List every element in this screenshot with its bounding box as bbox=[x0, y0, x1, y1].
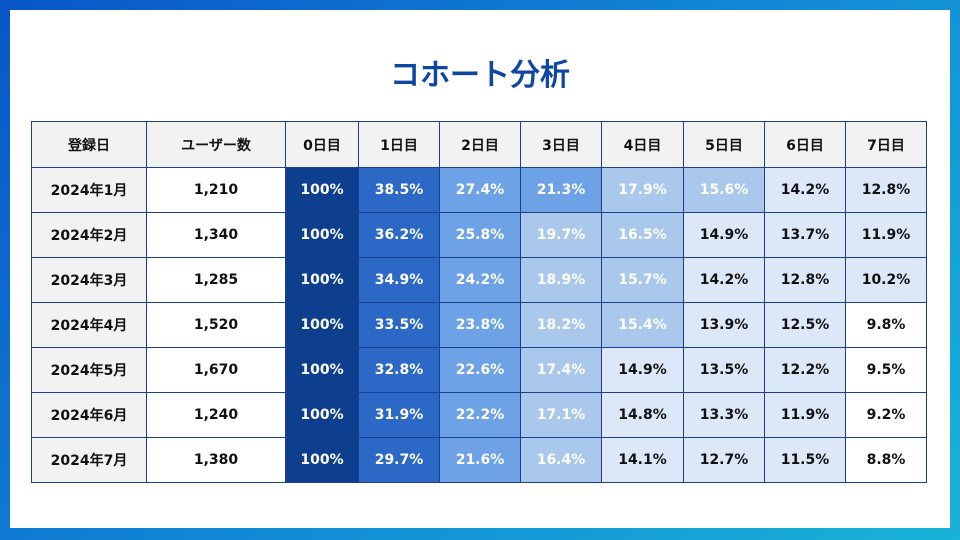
retention-cell: 14.2% bbox=[764, 167, 846, 213]
retention-cell: 12.8% bbox=[764, 257, 846, 303]
cohort-table: 登録日 ユーザー数 0日目 1日目 2日目 3日目 4日目 5日目 6日目 7日目 2024年1月… bbox=[31, 121, 927, 483]
retention-cell: 100% bbox=[285, 257, 359, 303]
retention-cell: 14.2% bbox=[683, 257, 765, 303]
retention-cell: 17.1% bbox=[520, 392, 602, 438]
retention-cell: 22.2% bbox=[439, 392, 521, 438]
retention-cell: 13.7% bbox=[764, 212, 846, 258]
column-header: ユーザー数 bbox=[146, 121, 286, 168]
retention-cell: 21.6% bbox=[439, 437, 521, 483]
retention-cell: 13.9% bbox=[683, 302, 765, 348]
retention-cell: 31.9% bbox=[358, 392, 440, 438]
table-row: 2024年1月 1,210 100% 38.5% 27.4% 21.3% 17.9% 15.6… bbox=[31, 167, 927, 213]
user-count: 1,340 bbox=[146, 212, 286, 258]
retention-cell: 17.9% bbox=[601, 167, 684, 213]
retention-cell: 14.1% bbox=[601, 437, 684, 483]
retention-cell: 15.6% bbox=[683, 167, 765, 213]
retention-cell: 11.9% bbox=[764, 392, 846, 438]
retention-cell: 9.2% bbox=[845, 392, 927, 438]
retention-cell: 10.2% bbox=[845, 257, 927, 303]
retention-cell: 32.8% bbox=[358, 347, 440, 393]
retention-cell: 16.4% bbox=[520, 437, 602, 483]
retention-cell: 18.2% bbox=[520, 302, 602, 348]
retention-cell: 29.7% bbox=[358, 437, 440, 483]
cohort-label: 2024年6月 bbox=[31, 392, 147, 438]
retention-cell: 9.8% bbox=[845, 302, 927, 348]
table-row: 2024年5月 1,670 100% 32.8% 22.6% 17.4% 14.9% 13.5… bbox=[31, 347, 927, 393]
retention-cell: 19.7% bbox=[520, 212, 602, 258]
retention-cell: 18.9% bbox=[520, 257, 602, 303]
retention-cell: 100% bbox=[285, 392, 359, 438]
table-row: 2024年2月 1,340 100% 36.2% 25.8% 19.7% 16.5% 14.9… bbox=[31, 212, 927, 258]
column-header: 4日目 bbox=[601, 121, 684, 168]
retention-cell: 11.9% bbox=[845, 212, 927, 258]
retention-cell: 12.2% bbox=[764, 347, 846, 393]
column-header: 1日目 bbox=[358, 121, 440, 168]
retention-cell: 100% bbox=[285, 347, 359, 393]
retention-cell: 15.7% bbox=[601, 257, 684, 303]
cohort-label: 2024年5月 bbox=[31, 347, 147, 393]
retention-cell: 21.3% bbox=[520, 167, 602, 213]
retention-cell: 34.9% bbox=[358, 257, 440, 303]
retention-cell: 15.4% bbox=[601, 302, 684, 348]
slide-card: コホート分析 登録日 ユーザー数 0日目 1日目 2日目 3日目 4日目 5日目 6日目 7日目 … bbox=[10, 10, 950, 528]
user-count: 1,210 bbox=[146, 167, 286, 213]
cohort-label: 2024年4月 bbox=[31, 302, 147, 348]
retention-cell: 14.9% bbox=[683, 212, 765, 258]
cohort-label: 2024年2月 bbox=[31, 212, 147, 258]
page-title: コホート分析 bbox=[390, 58, 570, 93]
retention-cell: 22.6% bbox=[439, 347, 521, 393]
retention-cell: 23.8% bbox=[439, 302, 521, 348]
cohort-label: 2024年1月 bbox=[31, 167, 147, 213]
user-count: 1,240 bbox=[146, 392, 286, 438]
table-row: 2024年6月 1,240 100% 31.9% 22.2% 17.1% 14.8% 13.3… bbox=[31, 392, 927, 438]
retention-cell: 12.7% bbox=[683, 437, 765, 483]
user-count: 1,285 bbox=[146, 257, 286, 303]
retention-cell: 33.5% bbox=[358, 302, 440, 348]
retention-cell: 11.5% bbox=[764, 437, 846, 483]
table-row: 2024年4月 1,520 100% 33.5% 23.8% 18.2% 15.4% 13.9… bbox=[31, 302, 927, 348]
retention-cell: 24.2% bbox=[439, 257, 521, 303]
retention-cell: 16.5% bbox=[601, 212, 684, 258]
retention-cell: 13.3% bbox=[683, 392, 765, 438]
column-header: 7日目 bbox=[845, 121, 927, 168]
retention-cell: 12.5% bbox=[764, 302, 846, 348]
user-count: 1,670 bbox=[146, 347, 286, 393]
retention-cell: 14.9% bbox=[601, 347, 684, 393]
retention-cell: 17.4% bbox=[520, 347, 602, 393]
retention-cell: 100% bbox=[285, 437, 359, 483]
table-row: 2024年3月 1,285 100% 34.9% 24.2% 18.9% 15.7% 14.2… bbox=[31, 257, 927, 303]
retention-cell: 25.8% bbox=[439, 212, 521, 258]
retention-cell: 12.8% bbox=[845, 167, 927, 213]
retention-cell: 100% bbox=[285, 212, 359, 258]
retention-cell: 9.5% bbox=[845, 347, 927, 393]
column-header: 2日目 bbox=[439, 121, 521, 168]
column-header: 登録日 bbox=[31, 121, 147, 168]
table-body: 2024年1月 1,210 100% 38.5% 27.4% 21.3% 17.9% 15.6… bbox=[31, 167, 927, 483]
column-header: 6日目 bbox=[764, 121, 846, 168]
retention-cell: 100% bbox=[285, 167, 359, 213]
column-header: 0日目 bbox=[285, 121, 359, 168]
retention-cell: 27.4% bbox=[439, 167, 521, 213]
retention-cell: 36.2% bbox=[358, 212, 440, 258]
cohort-label: 2024年7月 bbox=[31, 437, 147, 483]
retention-cell: 8.8% bbox=[845, 437, 927, 483]
user-count: 1,520 bbox=[146, 302, 286, 348]
column-header: 5日目 bbox=[683, 121, 765, 168]
column-header: 3日目 bbox=[520, 121, 602, 168]
retention-cell: 13.5% bbox=[683, 347, 765, 393]
retention-cell: 100% bbox=[285, 302, 359, 348]
table-row: 2024年7月 1,380 100% 29.7% 21.6% 16.4% 14.1% 12.7… bbox=[31, 437, 927, 483]
header-row: 登録日 ユーザー数 0日目 1日目 2日目 3日目 4日目 5日目 6日目 7日目 bbox=[31, 121, 927, 168]
cohort-label: 2024年3月 bbox=[31, 257, 147, 303]
user-count: 1,380 bbox=[146, 437, 286, 483]
retention-cell: 14.8% bbox=[601, 392, 684, 438]
retention-cell: 38.5% bbox=[358, 167, 440, 213]
